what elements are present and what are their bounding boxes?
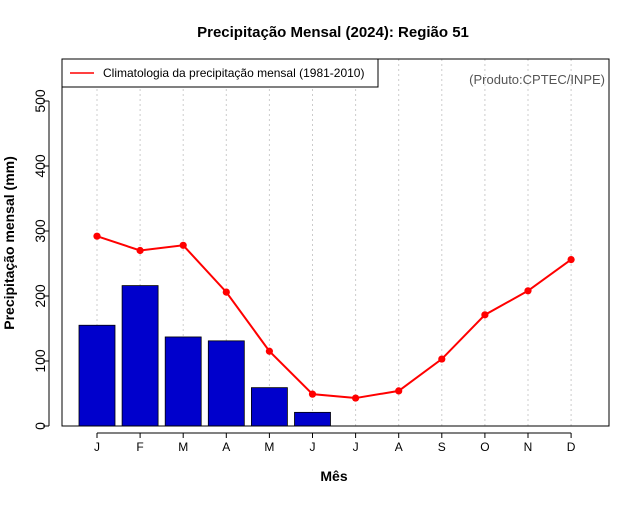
climatology-point <box>438 355 446 363</box>
climatology-point <box>567 256 575 264</box>
x-tick-label: S <box>438 440 446 454</box>
precip-bar <box>78 324 116 427</box>
climatology-point <box>222 288 230 296</box>
x-tick-label: O <box>480 440 489 454</box>
y-tick-label: 500 <box>32 89 48 113</box>
x-tick-label: N <box>524 440 533 454</box>
y-axis: 0 100 200 300 400 500 <box>32 89 50 430</box>
climatology-point <box>265 347 273 355</box>
y-tick-label: 300 <box>32 219 48 243</box>
x-tick-label: F <box>136 440 143 454</box>
x-tick-label: A <box>222 440 230 454</box>
precip-bar <box>164 336 202 427</box>
legend-label-climatology: Climatologia da precipitação mensal (198… <box>103 66 364 80</box>
climatology-point <box>524 287 532 295</box>
source-note: (Produto:CPTEC/INPE) <box>469 72 605 87</box>
chart-title: Precipitação Mensal (2024): Região 51 <box>197 24 469 41</box>
y-tick-label: 400 <box>32 154 48 178</box>
y-tick-label: 100 <box>32 349 48 373</box>
climatology-point <box>93 232 101 240</box>
y-axis-label: Precipitação mensal (mm) <box>1 156 17 330</box>
y-tick-label: 0 <box>32 422 48 430</box>
x-tick-label: M <box>178 440 188 454</box>
x-tick-label: J <box>353 440 359 454</box>
x-axis-label: Mês <box>320 468 347 484</box>
climatology-line <box>96 235 572 400</box>
bar-series <box>78 285 331 427</box>
climatology-point <box>136 246 144 255</box>
climatology-point <box>179 241 187 249</box>
precip-bar <box>294 411 331 427</box>
precip-bar <box>121 285 159 427</box>
climatology-point <box>395 387 403 395</box>
legend: Climatologia da precipitação mensal (198… <box>61 58 379 88</box>
y-tick-label: 200 <box>32 284 48 308</box>
x-tick-label: J <box>94 440 100 454</box>
precip-bar <box>250 387 288 427</box>
climatology-series <box>93 232 575 402</box>
climatology-point <box>352 394 360 402</box>
x-tick-label: M <box>264 440 274 454</box>
climatology-point <box>308 390 317 398</box>
x-tick-label: J <box>310 440 316 454</box>
legend-box <box>61 58 379 88</box>
x-tick-label: A <box>395 440 403 454</box>
climatology-point <box>481 311 489 319</box>
x-tick-label: D <box>567 440 576 454</box>
precip-bar <box>207 340 245 427</box>
